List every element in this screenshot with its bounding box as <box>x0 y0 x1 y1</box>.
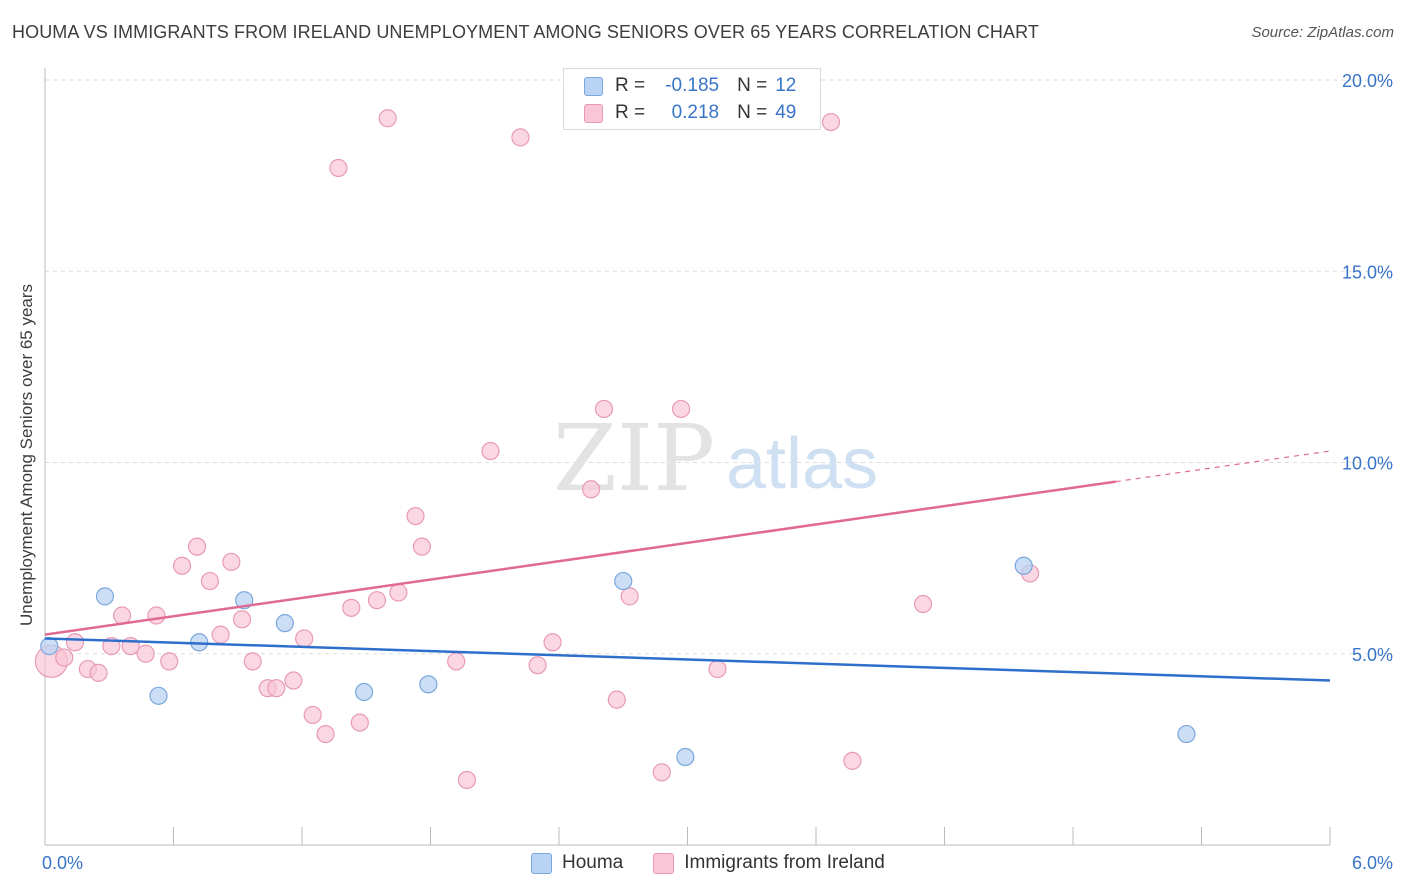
houma-trend-line <box>44 637 1331 682</box>
houma-point <box>355 682 374 702</box>
ireland-point <box>447 652 466 671</box>
houma-n-label: N = <box>737 75 768 96</box>
houma-swatch <box>584 76 603 96</box>
ireland-point <box>511 128 530 147</box>
houma-point <box>275 614 294 633</box>
legend-row-houma: R = -0.185 N = 12 <box>584 74 796 98</box>
houma-n-value: 12 <box>775 75 797 96</box>
ireland-n-value: 49 <box>775 102 797 123</box>
ireland-point <box>389 583 408 602</box>
ireland-trend-line <box>44 480 1117 636</box>
houma-point <box>419 675 438 694</box>
houma-r-label: R = <box>615 75 646 96</box>
ireland-point <box>243 652 262 671</box>
ireland-point <box>594 399 614 419</box>
ireland-point <box>147 606 166 625</box>
tick-labels: 5.0% 10.0% 15.0% 20.0% 0.0% 6.0% <box>42 71 1393 873</box>
ireland-point <box>112 606 132 625</box>
ireland-point <box>481 441 500 461</box>
houma-point <box>614 571 633 591</box>
series-legend: Houma Immigrants from Ireland <box>531 852 915 874</box>
ireland-swatch <box>584 103 603 123</box>
chart-title: HOUMA VS IMMIGRANTS FROM IRELAND UNEMPLO… <box>12 22 1039 42</box>
ireland-point <box>378 109 397 128</box>
ireland-point <box>160 652 179 671</box>
watermark-zip: ZIP <box>553 405 715 512</box>
houma-points <box>40 556 1196 767</box>
ireland-point <box>821 112 841 132</box>
ireland-point <box>708 659 727 679</box>
ireland-point <box>342 598 361 617</box>
ireland-point <box>316 724 335 744</box>
x-tick-label: 6.0% <box>1352 853 1393 873</box>
ireland-legend-swatch <box>653 852 675 874</box>
ireland-point <box>136 644 155 663</box>
axes <box>44 68 1331 846</box>
ireland-r-label: R = <box>615 102 646 123</box>
ireland-point <box>200 571 220 591</box>
ireland-points <box>34 109 1040 790</box>
y-tick-label: 10.0% <box>1342 454 1393 474</box>
watermark-atlas: atlas <box>726 424 878 504</box>
ireland-legend-label: Immigrants from Ireland <box>684 852 885 873</box>
ireland-point <box>329 158 348 178</box>
ireland-point <box>303 705 322 725</box>
ireland-point <box>211 625 230 644</box>
ireland-r-value: 0.218 <box>671 102 720 123</box>
legend-item-houma[interactable]: Houma <box>531 852 623 874</box>
ireland-point <box>284 671 303 690</box>
ireland-point <box>222 552 241 572</box>
grid-lines <box>45 79 1392 655</box>
y-tick-label: 15.0% <box>1342 262 1393 282</box>
ireland-point <box>406 506 425 526</box>
watermark: ZIP atlas <box>553 405 878 512</box>
legend-item-ireland[interactable]: Immigrants from Ireland <box>653 852 885 874</box>
ireland-point <box>187 537 207 556</box>
ireland-point <box>582 480 601 499</box>
ireland-point <box>65 633 85 652</box>
ireland-point <box>232 610 252 629</box>
ireland-point <box>543 633 562 652</box>
ireland-point <box>620 587 639 606</box>
y-tick-label: 20.0% <box>1342 71 1393 91</box>
ireland-trend-extension <box>1115 450 1331 483</box>
ireland-point <box>607 690 626 709</box>
stats-legend: R = -0.185 N = 12 R = 0.218 N = 49 <box>563 68 821 130</box>
trend-lines <box>44 450 1331 682</box>
x-tick-label: 0.0% <box>42 853 83 873</box>
ireland-point <box>55 648 74 667</box>
legend-row-ireland: R = 0.218 N = 49 <box>584 101 796 125</box>
ireland-point <box>350 713 369 732</box>
houma-point <box>1014 556 1033 575</box>
houma-point <box>1177 724 1196 744</box>
houma-point <box>95 587 115 606</box>
houma-legend-swatch <box>531 852 552 874</box>
ireland-n-label: N = <box>737 102 768 123</box>
ireland-point <box>843 751 862 770</box>
ireland-point <box>913 594 933 614</box>
houma-point <box>40 636 59 656</box>
ireland-point <box>89 663 108 682</box>
ireland-point <box>295 629 314 648</box>
ireland-point <box>267 679 286 698</box>
y-tick-label: 5.0% <box>1352 645 1393 665</box>
ireland-point <box>172 556 192 575</box>
houma-point <box>149 686 168 705</box>
source-label: Source: ZipAtlas.com <box>1251 24 1394 41</box>
houma-point <box>676 747 695 767</box>
houma-r-value: -0.185 <box>665 75 720 96</box>
houma-legend-label: Houma <box>562 852 624 873</box>
ireland-point <box>412 537 432 556</box>
ireland-point <box>528 656 547 675</box>
ireland-point <box>652 763 671 782</box>
ireland-point <box>367 591 387 610</box>
ireland-point <box>671 399 691 419</box>
ireland-point <box>457 770 477 790</box>
